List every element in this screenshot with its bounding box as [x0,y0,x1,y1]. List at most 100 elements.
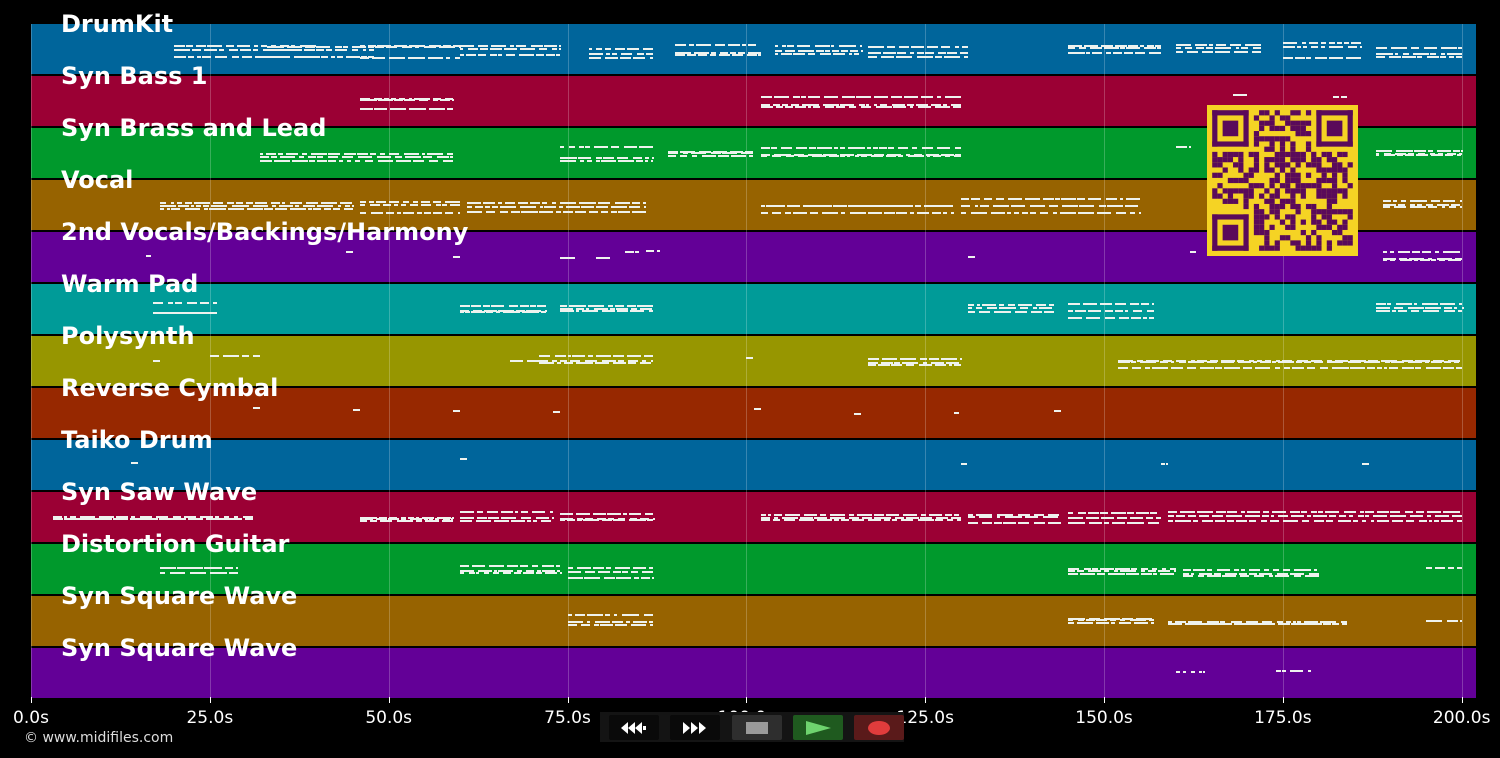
note [1260,520,1268,522]
note [1458,310,1462,312]
note [808,147,816,149]
note [370,204,381,206]
qr-code-icon[interactable] [1207,105,1358,256]
note [769,205,785,207]
note [693,52,709,54]
note [229,49,239,51]
note [429,518,434,520]
note [380,153,385,155]
note [1127,522,1144,524]
note [301,153,308,155]
note [560,146,564,148]
note [626,48,639,50]
note [607,513,621,515]
note [229,572,239,574]
note [152,302,163,304]
note [746,54,757,56]
note [635,251,639,253]
note [223,516,229,518]
note [253,355,260,357]
note [1390,47,1407,49]
note [615,567,630,569]
note [427,153,443,155]
track-lane-taiko-drum [31,440,1476,490]
note [814,517,828,519]
note [279,45,290,47]
note [531,511,546,513]
note [1160,573,1174,575]
note [859,104,865,106]
note [1044,311,1054,313]
fast-forward-button[interactable] [670,715,720,740]
note [259,160,272,162]
note [1440,53,1446,55]
note [979,311,990,313]
note [906,104,915,106]
note [1426,56,1439,58]
note [254,56,270,58]
note [1332,96,1339,98]
note [594,362,609,364]
gridline [209,24,211,697]
note [1189,251,1196,253]
note [452,45,461,47]
note [1230,621,1242,623]
note [171,208,181,210]
note [1421,303,1438,305]
note [1147,45,1154,47]
note [968,522,979,524]
note [204,567,208,569]
note [1391,520,1403,522]
note [814,45,830,47]
note [1448,206,1456,208]
note [389,108,406,110]
note [797,155,809,157]
note [620,53,632,55]
note [1048,205,1059,207]
note [1085,317,1101,319]
note [460,458,468,460]
note [1175,44,1191,46]
axis-tick [1282,697,1284,703]
note [568,146,575,148]
note [265,153,277,155]
note [1241,47,1249,49]
note [872,147,878,149]
note [159,567,174,569]
note [773,519,780,521]
note [1383,204,1396,206]
note [159,205,177,207]
note [891,364,903,366]
note [728,44,740,46]
note [1452,150,1460,152]
note [630,310,645,312]
play-button[interactable] [793,715,843,740]
note [611,53,617,55]
stop-button[interactable] [732,715,782,740]
note [646,53,654,55]
note [646,250,654,252]
note [559,202,577,204]
note [500,511,513,513]
note [421,153,426,155]
note [1406,520,1415,522]
note [546,54,555,56]
note [1175,51,1184,53]
note [1190,671,1195,673]
note [242,516,253,518]
record-button[interactable] [854,715,904,740]
note [492,206,499,208]
note [581,624,590,626]
note [497,202,503,204]
note [309,160,316,162]
note [931,104,941,106]
note [1068,570,1075,572]
rewind-button[interactable] [609,715,659,740]
note [1085,619,1095,621]
note [618,211,631,213]
note [1199,367,1214,369]
note [942,212,947,214]
note [1414,150,1427,152]
note [460,570,475,572]
note [159,208,165,210]
